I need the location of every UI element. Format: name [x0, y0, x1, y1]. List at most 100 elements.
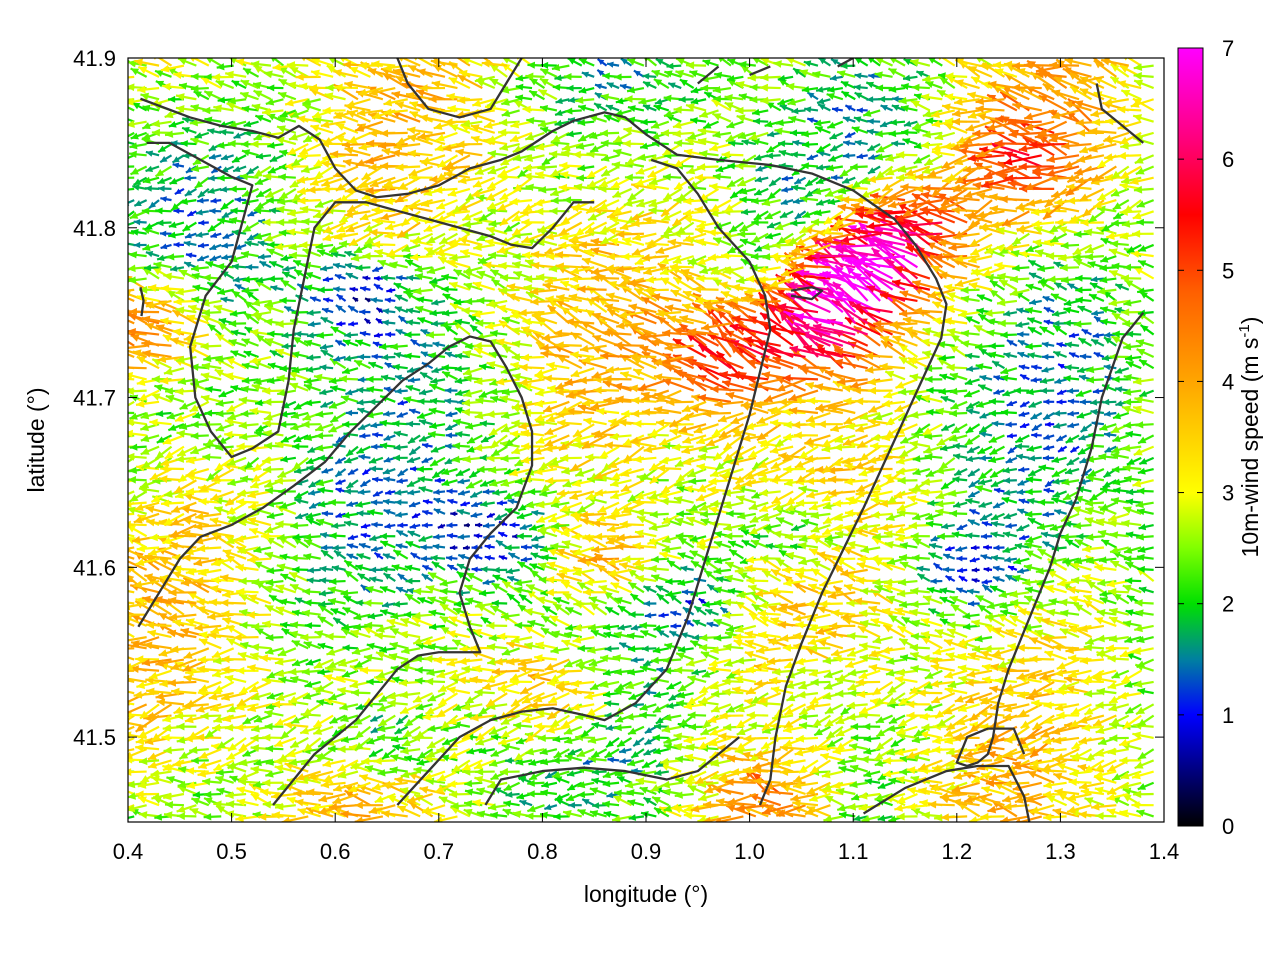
- wind-arrow: [651, 796, 670, 807]
- wind-arrow: [354, 815, 384, 822]
- wind-arrow-head: [1000, 816, 1009, 822]
- wind-arrow: [164, 800, 184, 809]
- wind-arrow: [112, 804, 135, 814]
- wind-arrow: [589, 810, 607, 818]
- wind-arrow-head: [503, 800, 512, 808]
- wind-arrow: [135, 790, 160, 799]
- wind-arrow-head: [118, 662, 127, 670]
- wind-arrow: [476, 810, 495, 818]
- wind-arrow: [1119, 809, 1142, 818]
- wind-arrow-head: [128, 792, 137, 800]
- wind-arrow: [525, 812, 545, 820]
- wind-arrow: [940, 813, 968, 822]
- wind-arrow-head: [165, 800, 174, 809]
- wind-arrow-head: [502, 808, 512, 816]
- wind-arrow: [138, 811, 160, 819]
- wind-arrow: [643, 796, 657, 807]
- wind-arrow-head: [544, 804, 552, 811]
- wind-arrow-head: [1052, 808, 1062, 816]
- wind-arrow: [581, 798, 595, 807]
- wind-arrow-head: [344, 790, 354, 798]
- wind-arrow: [877, 814, 893, 822]
- wind-arrow: [1091, 802, 1117, 811]
- wind-arrow: [519, 799, 533, 807]
- wind-arrow: [823, 815, 844, 822]
- wind-arrow-head: [702, 800, 712, 809]
- wind-arrow-head: [540, 811, 548, 819]
- wind-arrow-head: [589, 810, 599, 818]
- wind-arrow: [861, 815, 881, 822]
- wind-arrow-head: [107, 667, 115, 675]
- wind-arrow-head: [641, 811, 649, 818]
- wind-arrow: [577, 808, 595, 818]
- wind-arrow-head: [563, 809, 572, 818]
- wind-arrow-head: [1095, 812, 1104, 820]
- wind-arrow-head: [340, 810, 349, 819]
- wind-arrow-head: [654, 807, 663, 815]
- wind-arrow-head: [112, 807, 121, 814]
- wind-arrow-head: [318, 807, 328, 815]
- wind-arrow-head: [894, 804, 904, 812]
- wind-arrow: [1066, 804, 1092, 814]
- wind-arrow-head: [128, 804, 136, 813]
- wind-arrow-head: [450, 802, 459, 810]
- wind-arrow-head: [225, 800, 235, 809]
- wind-arrow-head: [354, 801, 363, 810]
- wind-arrow-head: [968, 816, 978, 822]
- wind-arrow-head: [568, 802, 575, 809]
- wind-arrow-head: [203, 813, 212, 821]
- wind-arrow: [1052, 808, 1080, 818]
- wind-arrow: [736, 803, 769, 812]
- wind-arrow: [128, 804, 147, 813]
- wind-arrow-head: [282, 816, 290, 822]
- wind-arrow-head: [421, 806, 431, 814]
- wind-arrow-head: [114, 767, 122, 775]
- wind-arrow-head: [189, 808, 199, 816]
- wind-arrow-head: [714, 817, 722, 822]
- wind-arrow-head: [135, 790, 144, 799]
- wind-arrow: [235, 814, 259, 822]
- wind-arrow: [670, 803, 694, 812]
- wind-arrow: [503, 800, 520, 808]
- wind-arrow: [852, 814, 868, 822]
- wind-arrow: [653, 806, 670, 818]
- wind-arrow-head: [368, 806, 378, 815]
- wind-arrow-head: [109, 650, 118, 657]
- wind-arrow: [627, 799, 645, 807]
- wind-arrow: [603, 810, 620, 818]
- wind-arrow: [294, 798, 321, 807]
- wind-arrow: [1015, 815, 1043, 822]
- wind-arrow-head: [235, 814, 244, 822]
- wind-arrow: [438, 795, 458, 807]
- wind-arrow-head: [525, 812, 534, 820]
- wind-arrow-head: [112, 698, 121, 706]
- wind-arrow-head: [464, 800, 473, 808]
- wind-arrow: [592, 802, 607, 809]
- wind-arrow-head: [286, 796, 296, 805]
- wind-arrow-head: [109, 585, 118, 593]
- wind-arrow-head: [527, 805, 536, 813]
- wind-arrow-head: [877, 814, 886, 822]
- wind-arrow: [236, 798, 259, 807]
- wind-arrow-head: [907, 802, 916, 811]
- wind-arrow-head: [113, 785, 122, 792]
- wind-arrow: [928, 800, 955, 809]
- wind-arrow: [553, 813, 570, 821]
- wind-arrow-head: [250, 793, 260, 802]
- wind-arrow-head: [582, 799, 590, 805]
- wind-arrow-head: [1084, 797, 1094, 805]
- wind-arrow-head: [697, 815, 706, 822]
- wind-arrow-head: [490, 811, 499, 819]
- wind-arrow: [824, 794, 844, 807]
- wind-arrow-head: [1015, 818, 1021, 822]
- wind-arrow-shaft: [128, 815, 135, 819]
- wind-arrow-head: [106, 605, 115, 612]
- wind-arrow-head: [1043, 813, 1052, 822]
- wind-arrow-shaft: [1016, 815, 1043, 822]
- wind-arrow: [702, 800, 731, 809]
- wind-arrow-head: [110, 615, 119, 622]
- wind-arrow-head: [1091, 802, 1100, 811]
- wind-arrow-head: [804, 807, 814, 816]
- wind-arrow: [271, 811, 296, 820]
